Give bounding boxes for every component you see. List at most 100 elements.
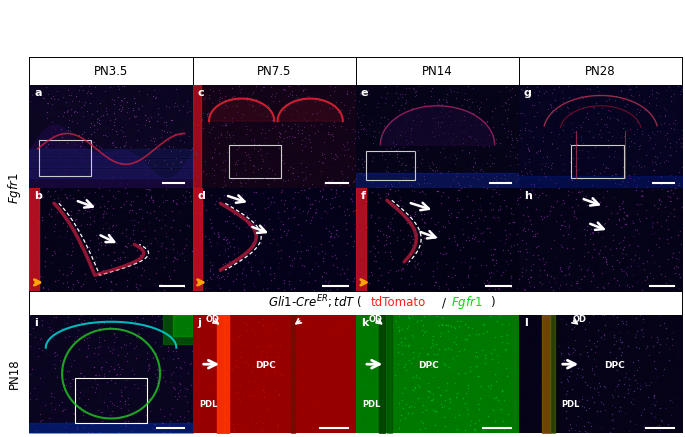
Point [501,153,512,160]
Point [258,285,269,292]
Point [606,132,617,139]
Point [182,408,193,415]
Point [105,348,116,355]
Point [474,194,485,201]
Point [121,341,132,348]
Point [160,222,171,229]
Point [122,190,133,197]
Point [123,114,134,121]
Point [310,130,321,137]
Point [48,228,59,235]
Point [631,183,642,190]
Point [51,87,62,94]
Point [440,345,451,352]
Point [520,227,531,234]
Point [277,85,288,92]
Point [404,315,415,322]
Point [396,325,407,332]
Point [533,175,544,182]
Point [202,113,213,120]
Point [108,101,119,108]
Point [401,216,412,223]
Point [113,188,124,195]
Point [133,219,144,226]
Point [54,233,65,240]
Point [569,144,580,151]
Point [62,251,73,258]
Point [420,140,431,147]
Point [501,114,512,121]
Point [316,194,327,201]
Point [243,362,254,369]
Text: a: a [34,88,42,98]
Point [41,100,52,107]
Point [633,357,644,364]
Point [129,112,140,119]
Point [177,200,188,207]
Point [673,179,684,186]
Point [154,145,165,152]
Point [619,183,630,190]
Point [282,205,293,212]
Point [138,166,149,173]
Point [396,102,407,109]
Point [139,171,150,178]
Point [66,375,77,382]
Point [534,191,545,198]
Point [62,123,73,130]
Point [321,225,332,232]
Point [671,194,682,201]
Point [484,199,495,206]
Point [87,140,98,147]
Point [247,169,258,176]
Point [101,205,112,212]
Point [257,378,268,385]
Point [496,333,507,340]
Point [538,254,549,261]
Point [346,196,357,203]
Point [108,345,119,352]
Point [67,261,78,268]
Point [425,165,436,172]
Point [520,165,531,172]
Point [400,334,411,341]
Point [609,193,620,200]
Point [415,426,426,433]
Point [562,349,573,356]
Point [530,149,541,156]
Point [591,338,602,345]
Point [390,82,401,89]
Point [458,184,469,191]
Point [595,333,606,340]
Point [172,417,183,424]
Point [413,382,424,389]
Point [554,152,565,159]
Point [498,124,509,131]
Point [425,93,436,100]
Point [84,245,95,252]
Point [305,204,316,211]
Point [543,164,553,171]
Point [425,230,436,237]
Point [257,126,268,133]
Point [562,191,573,198]
Point [534,88,545,95]
Point [79,270,90,277]
Point [127,158,138,165]
Point [204,86,215,93]
Point [34,345,45,352]
Point [129,258,140,265]
Point [443,130,453,137]
Point [242,150,253,157]
Point [523,127,534,134]
Point [427,373,438,380]
Point [72,326,83,333]
Point [327,203,338,210]
Point [360,271,371,277]
Point [666,210,677,217]
Point [582,353,593,360]
Point [178,284,189,291]
Point [194,263,205,270]
Point [148,196,159,203]
Point [407,84,418,91]
